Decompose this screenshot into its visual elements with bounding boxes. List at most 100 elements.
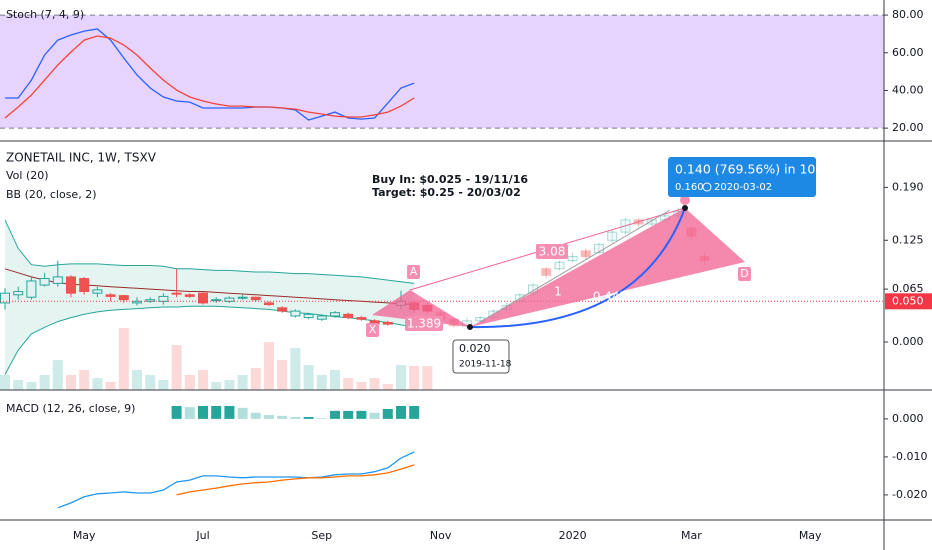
volume-bar bbox=[13, 380, 24, 390]
point-label: X bbox=[369, 323, 377, 336]
histogram-bar bbox=[356, 410, 367, 419]
histogram-bar bbox=[237, 407, 248, 419]
x-tick-label: May bbox=[799, 529, 822, 542]
gain-callout bbox=[668, 157, 816, 197]
macd-line bbox=[176, 464, 415, 496]
low-callout bbox=[452, 339, 510, 374]
histogram-bar bbox=[171, 405, 182, 419]
pattern-overlay: X A D 1.389 3.08 1 0.447 0.020 2019-11-1… bbox=[366, 157, 831, 374]
candle-body bbox=[224, 297, 235, 302]
x-tick-label: 2020 bbox=[559, 529, 587, 542]
volume-bar bbox=[316, 375, 327, 390]
volume-bar bbox=[277, 360, 288, 390]
y-tick-label: 80.00 bbox=[892, 8, 924, 21]
indicator-title: BB (20, close, 2) bbox=[6, 188, 97, 201]
candle-body bbox=[184, 294, 195, 297]
pane-title: Stoch (7, 4, 9) bbox=[6, 8, 84, 21]
low-price: 0.020 bbox=[459, 342, 491, 355]
candle-body bbox=[52, 276, 63, 284]
peak-date: 2020-03-02 bbox=[714, 182, 772, 193]
candle-body bbox=[316, 315, 327, 320]
volume-bar bbox=[237, 375, 248, 390]
point-label: D bbox=[740, 267, 748, 280]
candle-body bbox=[607, 231, 618, 241]
histogram-bar bbox=[396, 405, 406, 419]
histogram-bar bbox=[316, 418, 327, 419]
pattern-leg bbox=[372, 290, 470, 327]
macd-line bbox=[57, 451, 415, 509]
y-tick-label: 20.00 bbox=[892, 121, 924, 134]
volume-bar bbox=[264, 342, 274, 390]
volume-bar bbox=[79, 370, 90, 390]
histogram-bar bbox=[198, 405, 208, 419]
volume-bar bbox=[382, 384, 393, 390]
last-price-box bbox=[885, 293, 932, 310]
candle-body bbox=[264, 302, 274, 306]
volume-bar bbox=[145, 375, 156, 390]
trend-line bbox=[479, 209, 671, 323]
candle-body bbox=[356, 317, 367, 320]
volume-bar bbox=[369, 378, 380, 390]
y-tick-label: 40.00 bbox=[892, 83, 924, 96]
histogram-bar bbox=[290, 416, 301, 419]
indicator-title: Vol (20) bbox=[6, 169, 49, 182]
candle-body bbox=[343, 313, 354, 319]
stoch-line bbox=[4, 35, 415, 119]
point bbox=[680, 195, 690, 205]
histogram-bar bbox=[330, 410, 340, 419]
histogram-bar bbox=[369, 412, 380, 419]
point bbox=[682, 205, 688, 211]
point-box bbox=[407, 265, 420, 279]
band-fill bbox=[5, 219, 415, 375]
candle-body bbox=[594, 243, 604, 253]
y-tick-label: 0.000 bbox=[892, 335, 924, 348]
ratio-label: 0.447 bbox=[593, 290, 627, 304]
candle-body bbox=[66, 276, 76, 294]
y-tick-label: -0.020 bbox=[892, 488, 927, 501]
point-box bbox=[738, 267, 751, 281]
pane-title: MACD (12, 26, close, 9) bbox=[6, 402, 135, 415]
volume-bar bbox=[105, 382, 116, 390]
x-tick-label: Mar bbox=[681, 529, 702, 542]
histogram-bar bbox=[343, 410, 354, 419]
y-tick-label: -0.010 bbox=[892, 450, 927, 463]
volume-bar bbox=[198, 370, 208, 390]
histogram-bar bbox=[224, 405, 235, 419]
plots bbox=[0, 14, 884, 509]
volume-bar bbox=[184, 375, 195, 390]
volume-bar bbox=[303, 365, 314, 390]
x-tick-label: Nov bbox=[430, 529, 452, 542]
x-tick-label: May bbox=[73, 529, 96, 542]
volume-bar bbox=[132, 370, 142, 390]
volume-bar bbox=[356, 382, 367, 390]
volume-bar bbox=[0, 375, 10, 390]
ratio-label: 1.389 bbox=[407, 317, 441, 331]
point-label: A bbox=[410, 265, 418, 278]
candle-body bbox=[303, 313, 314, 319]
volume-bar bbox=[343, 378, 354, 390]
histogram-bar bbox=[211, 405, 222, 419]
volume-bar bbox=[92, 378, 103, 390]
volume-bar bbox=[39, 375, 50, 390]
candle-body bbox=[39, 278, 50, 286]
histogram-bar bbox=[250, 412, 261, 419]
volume-bar bbox=[422, 366, 433, 390]
y-tick-label: 0.190 bbox=[892, 180, 924, 193]
ratio-box bbox=[405, 316, 443, 331]
volume-bar bbox=[211, 382, 222, 390]
volume-bar bbox=[26, 382, 37, 390]
gain-label: 0.140 (769.56%) in 105d bbox=[675, 162, 831, 177]
last-price-label: 0.050 bbox=[892, 294, 924, 307]
y-tick-label: 60.00 bbox=[892, 46, 924, 59]
histogram-bar bbox=[264, 415, 274, 419]
volume-bar bbox=[330, 370, 340, 390]
x-tick-label: Jul bbox=[195, 529, 209, 542]
candle-body bbox=[26, 280, 37, 298]
candle-body bbox=[13, 291, 24, 296]
candle-body bbox=[567, 256, 578, 262]
candle-body bbox=[554, 261, 565, 270]
histogram-bar bbox=[303, 416, 314, 419]
volume-bar bbox=[52, 360, 63, 390]
volume-bar bbox=[158, 380, 169, 390]
